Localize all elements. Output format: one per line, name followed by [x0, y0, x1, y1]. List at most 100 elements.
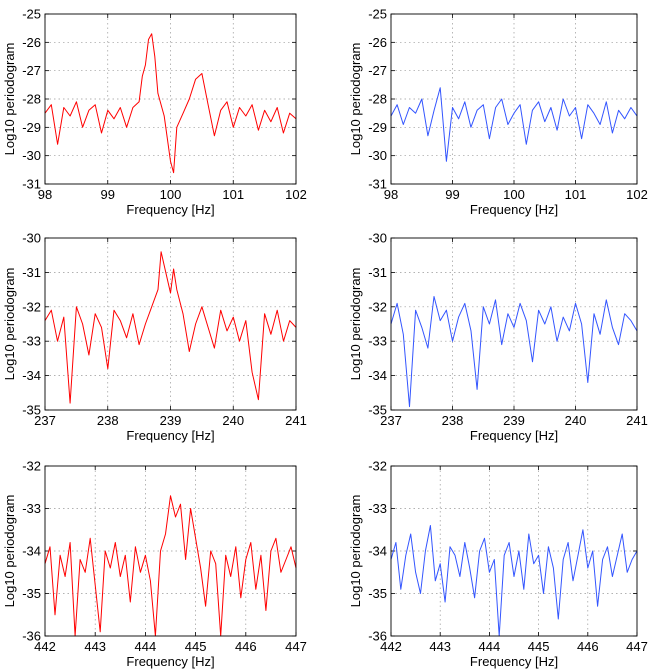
y-tick-label: -30	[22, 231, 41, 246]
y-tick-label: -33	[368, 334, 387, 349]
x-tick-label: 101	[222, 187, 244, 202]
chart-panel-1: 98 99 100 101 102 -31 -30 -29 -28 -27 -26 -25 Freque…	[2, 7, 307, 218]
x-tick-label: 447	[626, 639, 648, 654]
plot-frame	[390, 465, 638, 637]
y-tick-label: -36	[368, 629, 387, 644]
x-tick-label: 239	[503, 413, 525, 428]
x-tick-label: 102	[285, 187, 307, 202]
x-tick-label: 102	[626, 187, 648, 202]
plot-frame	[44, 13, 297, 185]
y-tick-label: -35	[368, 403, 387, 418]
x-tick-label: 99	[445, 187, 459, 202]
x-tick-label: 445	[185, 639, 207, 654]
y-tick-label: -30	[22, 148, 41, 163]
x-tick-label: 100	[503, 187, 525, 202]
y-tick-label: -31	[368, 177, 387, 192]
x-tick-label: 442	[380, 639, 402, 654]
y-tick-label: -28	[368, 92, 387, 107]
y-tick-label: -25	[368, 7, 387, 22]
x-tick-label: 446	[577, 639, 599, 654]
plot-area	[45, 466, 296, 636]
y-tick-label: -31	[22, 177, 41, 192]
y-tick-label: -32	[368, 459, 387, 474]
x-tick-label: 444	[135, 639, 157, 654]
y-axis-label: Log10 periodogram	[348, 43, 363, 156]
y-tick-label: -33	[22, 501, 41, 516]
y-tick-label: -35	[22, 586, 41, 601]
y-axis-label: Log10 periodogram	[2, 268, 17, 381]
series-line-signal-band	[44, 251, 297, 404]
x-tick-label: 240	[565, 413, 587, 428]
x-axis-label: Frequency [Hz]	[126, 654, 214, 669]
plot-frame	[44, 465, 297, 637]
y-tick-label: -30	[368, 231, 387, 246]
chart-panel-6: 442 443 444 445 446 447 -36 -35 -34 -33 -32 Frequen…	[348, 459, 648, 670]
y-axis-label: Log10 periodogram	[348, 268, 363, 381]
chart-panel-2: 98 99 100 101 102 -31 -30 -29 -28 -27 -26 -25 Freque…	[348, 7, 648, 218]
y-tick-label: -29	[368, 120, 387, 135]
x-axis-label: Frequency [Hz]	[126, 202, 214, 217]
y-tick-label: -34	[22, 544, 41, 559]
x-tick-label: 98	[384, 187, 398, 202]
x-axis-label: Frequency [Hz]	[470, 654, 558, 669]
x-tick-label: 444	[479, 639, 501, 654]
x-axis-label: Frequency [Hz]	[470, 202, 558, 217]
x-tick-label: 101	[565, 187, 587, 202]
series-line-reference-band	[390, 87, 638, 162]
series-line-signal-band	[44, 495, 297, 637]
series-line-reference-band	[390, 296, 638, 408]
x-axis-label: Frequency [Hz]	[126, 428, 214, 443]
chart-panel-3: 237 238 239 240 241 -35 -34 -33 -32 -31 -30 Frequen…	[2, 231, 307, 444]
plot-frame	[44, 237, 297, 411]
y-tick-label: -27	[22, 63, 41, 78]
y-tick-label: -36	[22, 629, 41, 644]
y-tick-label: -35	[22, 403, 41, 418]
x-tick-label: 446	[235, 639, 257, 654]
y-axis-label: Log10 periodogram	[2, 495, 17, 608]
y-tick-label: -32	[22, 459, 41, 474]
y-tick-label: -33	[368, 501, 387, 516]
series-line-reference-band	[390, 525, 638, 637]
plot-frame	[390, 13, 638, 185]
x-tick-label: 241	[285, 413, 307, 428]
x-tick-label: 443	[429, 639, 451, 654]
y-tick-label: -26	[368, 35, 387, 50]
x-tick-label: 442	[34, 639, 56, 654]
x-tick-label: 100	[160, 187, 182, 202]
y-tick-label: -26	[22, 35, 41, 50]
x-tick-label: 237	[34, 413, 56, 428]
plot-frame	[390, 237, 638, 411]
y-tick-label: -31	[368, 265, 387, 280]
y-tick-label: -33	[22, 334, 41, 349]
y-tick-label: -31	[22, 265, 41, 280]
chart-panel-5: 442 443 444 445 446 447 -36 -35 -34 -33 -32 Frequen…	[2, 459, 307, 670]
x-tick-label: 241	[626, 413, 648, 428]
x-tick-label: 98	[38, 187, 52, 202]
x-tick-label: 238	[442, 413, 464, 428]
x-tick-label: 240	[222, 413, 244, 428]
x-axis-label: Frequency [Hz]	[470, 428, 558, 443]
y-tick-label: -28	[22, 92, 41, 107]
y-tick-label: -27	[368, 63, 387, 78]
chart-panel-4: 237 238 239 240 241 -35 -34 -33 -32 -31 -30 Frequen…	[348, 231, 648, 444]
x-tick-label: 447	[285, 639, 307, 654]
x-tick-label: 445	[528, 639, 550, 654]
x-tick-label: 99	[101, 187, 115, 202]
x-tick-label: 237	[380, 413, 402, 428]
x-tick-label: 238	[97, 413, 119, 428]
y-axis-label: Log10 periodogram	[348, 495, 363, 608]
series-line-signal-band	[44, 33, 297, 174]
y-tick-label: -32	[368, 299, 387, 314]
y-tick-label: -29	[22, 120, 41, 135]
y-tick-label: -25	[22, 7, 41, 22]
y-tick-label: -30	[368, 148, 387, 163]
x-tick-label: 239	[160, 413, 182, 428]
y-tick-label: -34	[22, 368, 41, 383]
x-tick-label: 443	[84, 639, 106, 654]
y-axis-label: Log10 periodogram	[2, 43, 17, 156]
y-tick-label: -32	[22, 299, 41, 314]
y-tick-label: -34	[368, 544, 387, 559]
y-tick-label: -35	[368, 586, 387, 601]
y-tick-label: -34	[368, 368, 387, 383]
